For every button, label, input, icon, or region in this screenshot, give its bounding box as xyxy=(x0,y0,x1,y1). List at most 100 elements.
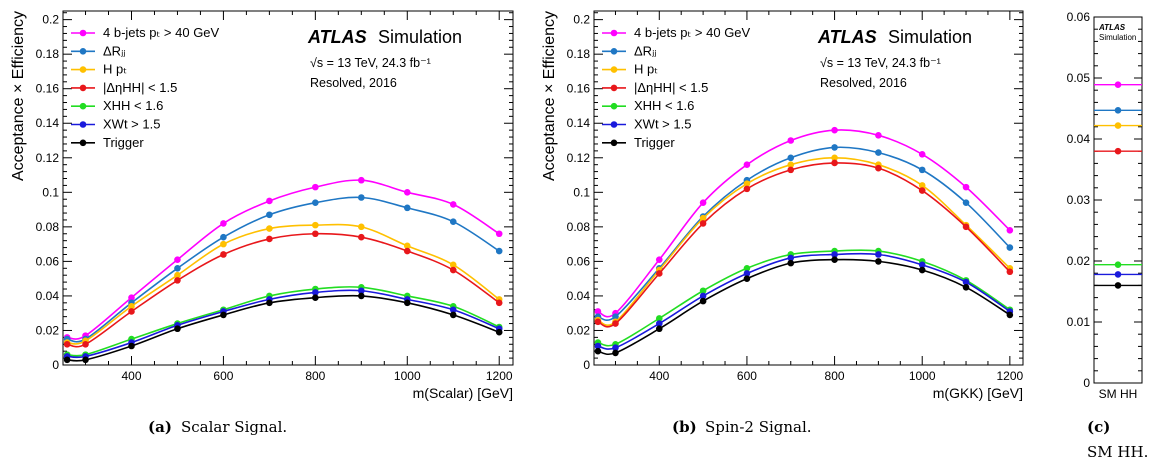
x-tick-label: 1200 xyxy=(486,369,513,383)
data-point xyxy=(962,183,970,191)
data-point xyxy=(174,271,181,279)
data-point xyxy=(743,275,751,282)
y-tick-label: 0.18 xyxy=(36,47,60,61)
data-point xyxy=(743,264,751,272)
data-point xyxy=(220,233,227,241)
data-point xyxy=(358,292,365,300)
legend-label: 4 b-jets pₜ > 40 GeV xyxy=(103,25,220,40)
chart-panel-c: 0 0.01 0.02 0.03 0.04 0.05 0.06 ATLASSimulation… xyxy=(1067,10,1143,401)
legend-label: ΔRⱼⱼ xyxy=(634,43,657,58)
energy-text: √s = 13 TeV, 24.3 fb⁻¹ xyxy=(310,56,431,70)
legend-label: XWt > 1.5 xyxy=(103,117,160,132)
data-point xyxy=(918,266,926,274)
legend-label: XHH < 1.6 xyxy=(634,98,694,113)
data-point xyxy=(699,214,707,222)
x-tick-label: 1000 xyxy=(909,369,936,383)
data-point xyxy=(1006,227,1014,234)
simulation-label-small: Simulation xyxy=(1099,33,1136,42)
data-point xyxy=(220,251,227,258)
data-point xyxy=(266,235,273,243)
data-point xyxy=(174,256,181,263)
data-point xyxy=(128,302,135,310)
y-tick-label: 0.1 xyxy=(573,185,590,199)
legend-marker xyxy=(610,48,618,55)
data-point xyxy=(612,313,619,320)
simulation-label: Simulation xyxy=(888,27,972,47)
data-point xyxy=(174,264,181,272)
legend-marker xyxy=(79,66,87,73)
y-axis-label: Acceptance × Efficiency xyxy=(541,11,558,181)
data-point xyxy=(174,277,181,284)
data-point xyxy=(787,137,795,144)
caption-tag-a: (a) xyxy=(148,418,172,436)
data-point xyxy=(1114,261,1122,268)
legend-label: ΔRⱼⱼ xyxy=(103,43,126,58)
data-point xyxy=(495,299,503,307)
legend-marker xyxy=(610,102,618,110)
legend-marker xyxy=(610,66,618,73)
data-point xyxy=(787,154,795,162)
y-tick-label: 0.12 xyxy=(567,151,591,165)
data-point xyxy=(655,315,663,322)
x-tick-label: 1000 xyxy=(394,369,421,383)
data-point xyxy=(312,199,319,206)
data-point xyxy=(1114,271,1122,278)
y-tick-label: 0.02 xyxy=(36,323,60,337)
data-point xyxy=(312,183,319,191)
series-line-2 xyxy=(597,156,1011,326)
caption-text-c: SM HH. xyxy=(1087,443,1148,461)
data-point xyxy=(449,306,457,314)
data-point xyxy=(403,204,411,212)
x-tick-label: 400 xyxy=(649,369,669,383)
data-point xyxy=(875,149,882,156)
simulation-label: Simulation xyxy=(378,27,462,47)
atlas-label: ATLAS xyxy=(817,27,877,47)
data-point xyxy=(594,347,602,355)
legend-label: |ΔηHH| < 1.5 xyxy=(103,80,177,95)
data-point xyxy=(82,356,89,364)
legend-label: H pₜ xyxy=(634,62,658,77)
data-point xyxy=(699,220,707,227)
y-tick-label: 0.01 xyxy=(1067,315,1091,329)
data-point xyxy=(612,349,619,357)
data-point xyxy=(220,240,227,248)
series-line-0 xyxy=(67,179,500,340)
data-point xyxy=(743,185,751,193)
x-tick-label: 600 xyxy=(213,369,233,383)
y-tick-label: 0.02 xyxy=(1067,254,1091,268)
data-point xyxy=(82,340,89,348)
data-point xyxy=(266,211,273,219)
data-point xyxy=(699,297,707,305)
data-point xyxy=(403,247,411,255)
series-line-1 xyxy=(66,196,500,343)
data-point xyxy=(449,201,457,208)
legend-marker xyxy=(79,84,87,92)
legend-label: Trigger xyxy=(103,135,144,150)
x-category-label: SM HH xyxy=(1099,387,1138,401)
data-point xyxy=(1114,81,1122,89)
x-tick-label: 1200 xyxy=(997,369,1024,383)
legend-label: 4 b-jets pₜ > 40 GeV xyxy=(634,25,751,40)
y-tick-label: 0.04 xyxy=(567,289,591,303)
data-point xyxy=(403,242,411,250)
data-point xyxy=(743,270,751,277)
y-tick-label: 0 xyxy=(1083,376,1090,390)
y-tick-label: 0.18 xyxy=(567,47,591,61)
x-tick-label: 800 xyxy=(825,369,845,383)
y-tick-label: 0.08 xyxy=(567,220,591,234)
data-point xyxy=(220,220,227,227)
data-point xyxy=(63,340,71,348)
y-tick-label: 0.08 xyxy=(36,220,60,234)
data-point xyxy=(655,320,663,327)
y-tick-label: 0 xyxy=(52,358,59,372)
data-point xyxy=(495,230,503,238)
legend-marker xyxy=(610,29,618,37)
y-tick-label: 0.04 xyxy=(36,289,60,303)
data-point xyxy=(612,320,619,327)
data-point xyxy=(174,325,181,333)
legend-marker xyxy=(79,139,87,147)
data-point xyxy=(918,187,926,194)
y-axis-label: Acceptance × Efficiency xyxy=(10,11,27,181)
legend-marker xyxy=(79,121,87,128)
data-point xyxy=(1114,107,1122,114)
